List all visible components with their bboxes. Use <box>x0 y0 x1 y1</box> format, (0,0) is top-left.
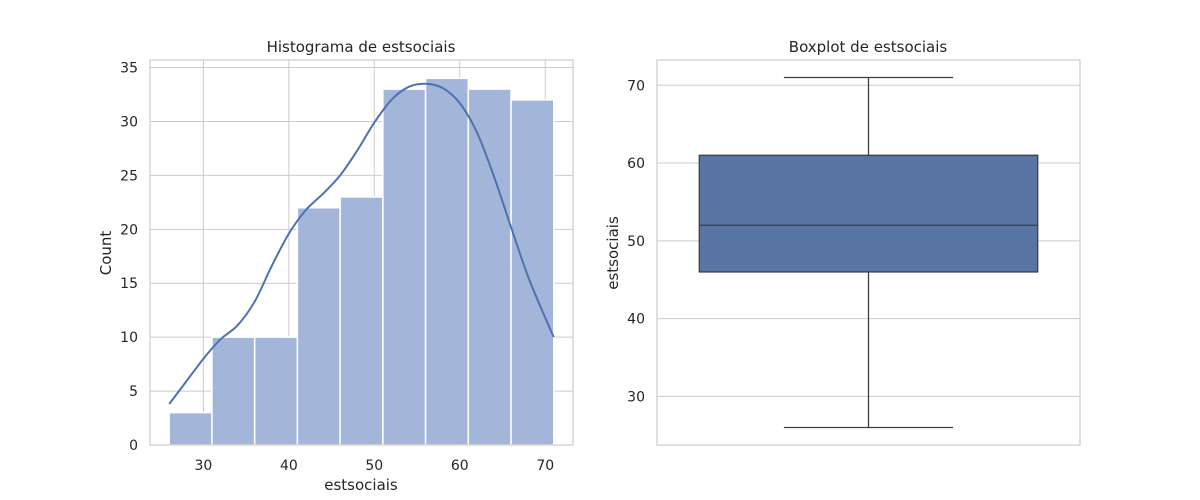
boxplot-title: Boxplot de estsociais <box>789 38 948 56</box>
histogram-bar <box>211 336 256 446</box>
histogram-bar <box>467 88 512 446</box>
boxplot-shape <box>698 76 1039 429</box>
histogram-title: Histograma de estsociais <box>267 38 456 56</box>
y-tick-label: 50 <box>627 234 645 250</box>
histogram-y-label: Count <box>97 231 115 276</box>
y-tick-label: 20 <box>120 222 138 238</box>
y-tick-label: 60 <box>627 156 645 172</box>
x-tick-label: 40 <box>280 458 298 474</box>
y-tick-label: 70 <box>627 78 645 94</box>
y-tick-label: 40 <box>627 312 645 328</box>
boxplot-panel: Boxplot de estsociais 30 40 50 60 70 estsoci… <box>604 38 1081 446</box>
y-tick-label: 0 <box>129 438 138 454</box>
histogram-bar <box>253 336 299 446</box>
histogram-bar <box>296 206 341 446</box>
histogram-bar <box>510 99 555 446</box>
histogram-bar <box>424 77 470 446</box>
y-tick-label: 15 <box>120 276 138 292</box>
y-tick-label: 35 <box>120 61 138 77</box>
histogram-y-ticks: 0 5 10 15 20 25 30 35 <box>120 61 138 454</box>
boxplot-frame <box>656 59 1081 446</box>
kde-curve <box>168 82 555 405</box>
box-iqr <box>698 154 1039 273</box>
histogram-x-label: estsociais <box>324 476 398 494</box>
boxplot-y-ticks: 30 40 50 60 70 <box>627 78 645 405</box>
x-tick-label: 70 <box>536 458 554 474</box>
histogram-bars <box>168 77 555 446</box>
histogram-bar <box>382 88 427 446</box>
histogram-bar <box>168 411 213 446</box>
histogram-bar <box>339 196 384 446</box>
histogram-kde <box>168 82 555 405</box>
x-tick-label: 30 <box>194 458 212 474</box>
y-tick-label: 30 <box>627 389 645 405</box>
histogram-frame <box>149 59 574 446</box>
y-tick-label: 10 <box>120 330 138 346</box>
histogram-panel: Histograma de estsociais 30 40 50 60 70 0 5 10… <box>97 38 574 494</box>
y-tick-label: 25 <box>120 168 138 184</box>
x-tick-label: 60 <box>451 458 469 474</box>
boxplot-y-label: estsociais <box>604 216 622 290</box>
histogram-x-ticks: 30 40 50 60 70 <box>194 458 554 474</box>
x-tick-label: 50 <box>365 458 383 474</box>
y-tick-label: 5 <box>129 384 138 400</box>
y-tick-label: 30 <box>120 114 138 130</box>
